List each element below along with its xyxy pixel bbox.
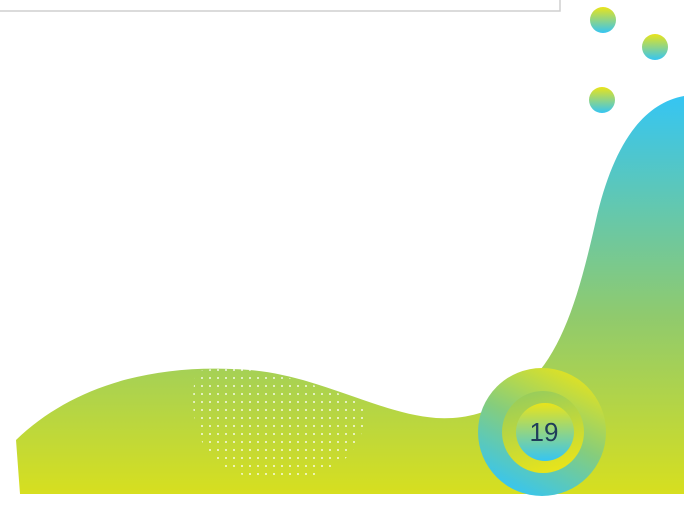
gradient-dot-icon <box>589 87 615 113</box>
page-number-ring-icon <box>478 368 606 496</box>
gradient-dot-icon <box>590 7 616 33</box>
gradient-dot-icon <box>642 34 668 60</box>
frame-border <box>0 0 561 12</box>
page-number: 19 <box>529 416 559 447</box>
